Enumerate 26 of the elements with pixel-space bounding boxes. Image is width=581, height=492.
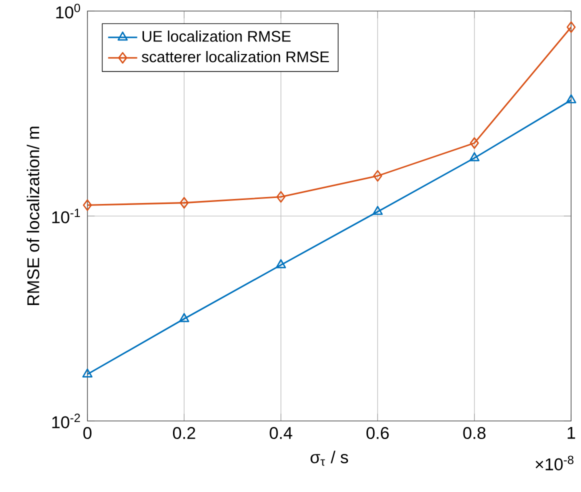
y-tick-label: 10$^{-2}$ — [52, 413, 80, 428]
y-tick-label: 10$^{-1}$ — [52, 208, 80, 224]
y-axis-title: RMSE of localization/ m — [26, 126, 40, 305]
x-tick-label: 0.4 — [270, 426, 292, 439]
point — [373, 170, 382, 182]
point — [276, 190, 286, 203]
legend-label: UE localization RMSE — [142, 30, 291, 42]
point — [566, 21, 576, 33]
point — [82, 368, 93, 378]
point — [179, 312, 190, 322]
point — [82, 199, 92, 211]
point — [276, 259, 286, 268]
x-tick-label: 0.2 — [172, 426, 196, 439]
point — [372, 206, 383, 215]
y-tick-label: 10$^{0}$ — [56, 4, 80, 18]
legend-label: scatterer localization RMSE — [142, 50, 329, 62]
point — [470, 137, 479, 149]
point — [469, 152, 480, 162]
x-axis-title: σ$_{τ}$ / s — [310, 450, 348, 466]
point — [180, 196, 189, 208]
x-tick-label: 0.8 — [463, 426, 486, 439]
x-tick-label: 0.6 — [366, 426, 389, 439]
point — [566, 94, 576, 104]
text: ×10$^{-8}$ — [536, 456, 574, 470]
x-tick-label: 1 — [568, 426, 576, 439]
x-tick-label: 0 — [83, 426, 92, 439]
